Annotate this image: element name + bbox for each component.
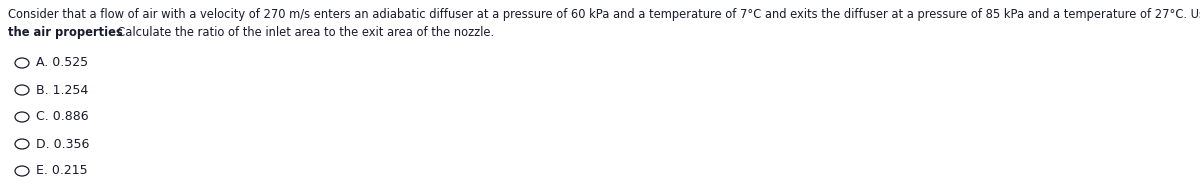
Text: Consider that a flow of air with a velocity of 270 m/s enters an adiabatic diffu: Consider that a flow of air with a veloc…	[8, 8, 1200, 21]
Text: D. 0.356: D. 0.356	[36, 137, 89, 151]
Text: C. 0.886: C. 0.886	[36, 111, 89, 123]
Text: A. 0.525: A. 0.525	[36, 57, 88, 69]
Text: B. 1.254: B. 1.254	[36, 83, 89, 97]
Text: the air properties: the air properties	[8, 26, 122, 39]
Text: . Calculate the ratio of the inlet area to the exit area of the nozzle.: . Calculate the ratio of the inlet area …	[110, 26, 494, 39]
Text: E. 0.215: E. 0.215	[36, 165, 88, 177]
